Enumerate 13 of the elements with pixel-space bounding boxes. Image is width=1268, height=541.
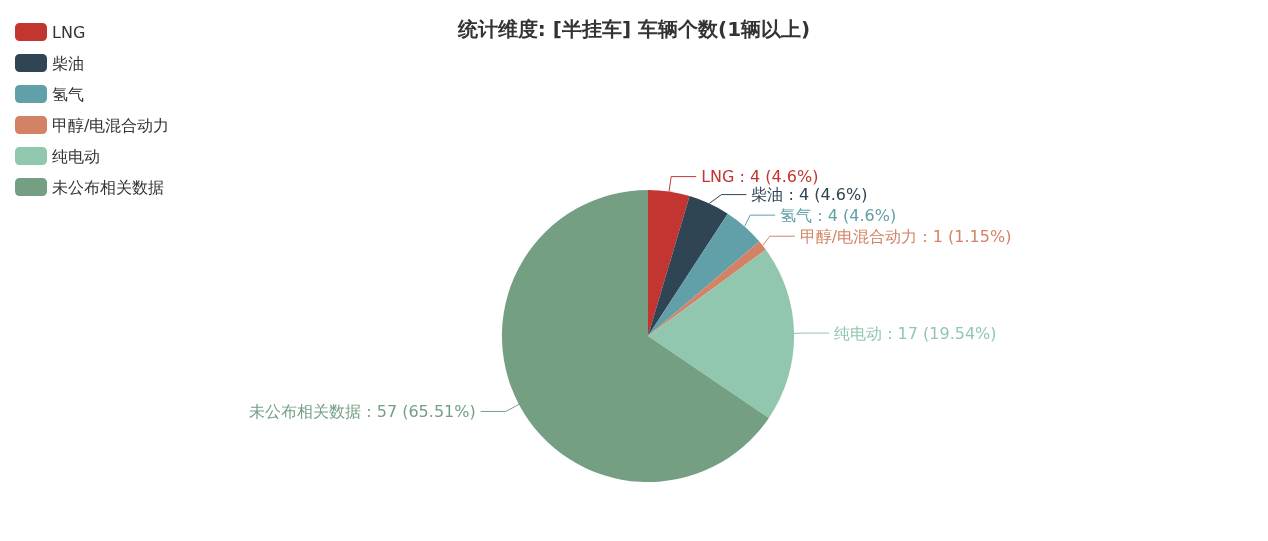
legend-label: 未公布相关数据 xyxy=(52,177,164,197)
legend-label: 氢气 xyxy=(52,84,84,104)
legend-label: 纯电动 xyxy=(52,146,100,166)
legend-label: 柴油 xyxy=(52,53,84,73)
legend-label: 甲醇/电混合动力 xyxy=(52,115,170,135)
data-label: 氢气 : 4 (4.6%) xyxy=(780,205,897,225)
data-label: 未公布相关数据 : 57 (65.51%) xyxy=(249,401,476,421)
data-label: LNG : 4 (4.6%) xyxy=(701,167,819,187)
legend-label: LNG xyxy=(52,22,86,42)
data-label: 柴油 : 4 (4.6%) xyxy=(751,185,868,205)
data-label: 纯电动 : 17 (19.54%) xyxy=(834,323,997,343)
chart-title: 统计维度: [半挂车] 车辆个数(1辆以上) xyxy=(456,17,811,41)
data-label: 甲醇/电混合动力 : 1 (1.15%) xyxy=(799,226,1012,246)
